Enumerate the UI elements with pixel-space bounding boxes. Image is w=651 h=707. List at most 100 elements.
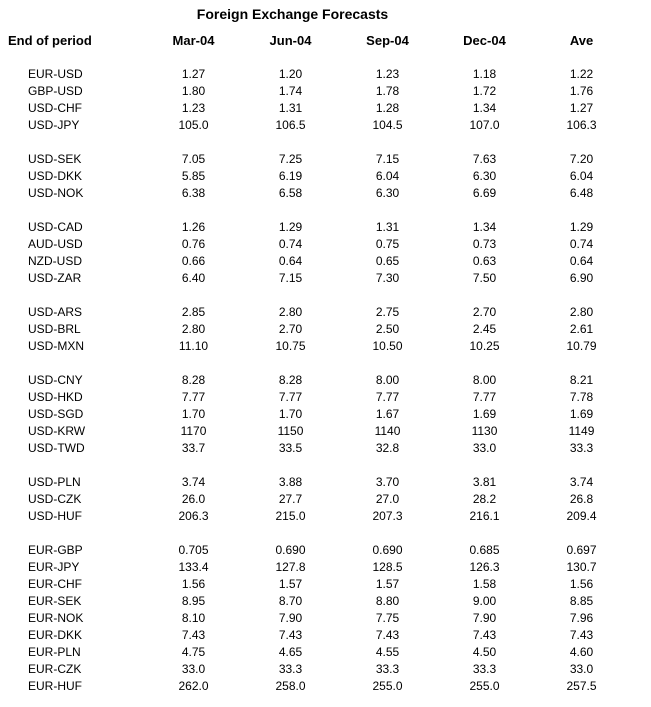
forecast-value: 6.38 (181, 186, 206, 200)
table-row: EUR-NOK 8.10 7.90 7.75 7.90 7.96 (0, 610, 630, 627)
forecast-value: 255.0 (469, 679, 500, 693)
currency-pair-label: EUR-PLN (28, 645, 81, 659)
forecast-value: 215.0 (275, 509, 306, 523)
forecast-value: 5.85 (181, 169, 206, 183)
currency-pair-label: USD-SGD (28, 407, 84, 421)
table-row: USD-JPY 105.0 106.5 104.5 107.0 106.3 (0, 117, 630, 134)
forecast-value: 0.685 (469, 543, 500, 557)
forecast-value: 1.76 (569, 84, 594, 98)
forecast-value: 33.0 (472, 441, 497, 455)
forecast-value: 1.56 (569, 577, 594, 591)
forecast-value: 1170 (180, 424, 207, 438)
currency-pair-label: USD-TWD (28, 441, 85, 455)
forecast-value: 133.4 (178, 560, 209, 574)
forecast-value: 33.0 (181, 662, 206, 676)
forecast-value: 2.85 (181, 305, 206, 319)
forecast-value: 8.10 (181, 611, 206, 625)
currency-pair-label: USD-ZAR (28, 271, 82, 285)
table-row: EUR-CZK 33.0 33.3 33.3 33.3 33.0 (0, 661, 630, 678)
forecast-value: 7.77 (278, 390, 303, 404)
forecast-value: 257.5 (566, 679, 597, 693)
table-row: EUR-USD 1.27 1.20 1.23 1.18 1.22 (0, 66, 630, 83)
currency-pair-label: USD-ARS (28, 305, 83, 319)
currency-pair-label: USD-DKK (28, 169, 83, 183)
currency-pair-label: USD-SEK (28, 152, 82, 166)
group-spacer (0, 202, 630, 219)
forecast-value: 207.3 (372, 509, 403, 523)
forecast-value: 2.50 (375, 322, 400, 336)
table-row: USD-TWD 33.7 33.5 32.8 33.0 33.3 (0, 440, 630, 457)
forecast-value: 7.77 (375, 390, 400, 404)
page-title: Foreign Exchange Forecasts (196, 6, 389, 22)
forecast-value: 6.69 (472, 186, 497, 200)
forecast-value: 2.75 (375, 305, 400, 319)
forecast-value: 10.50 (372, 339, 403, 353)
currency-pair-label: EUR-USD (28, 67, 83, 81)
forecast-value: 0.63 (472, 254, 497, 268)
forecast-value: 27.0 (375, 492, 400, 506)
forecast-value: 8.21 (569, 373, 594, 387)
table-row: USD-CZK 26.0 27.7 27.0 28.2 26.8 (0, 491, 630, 508)
forecast-value: 8.28 (181, 373, 206, 387)
forecast-value: 1.26 (181, 220, 206, 234)
table-row: USD-ARS 2.85 2.80 2.75 2.70 2.80 (0, 304, 630, 321)
forecast-value: 126.3 (469, 560, 500, 574)
forecast-value: 0.690 (372, 543, 403, 557)
forecast-value: 6.40 (181, 271, 206, 285)
forecast-value: 32.8 (375, 441, 400, 455)
forecast-value: 7.90 (472, 611, 497, 625)
currency-pair-label: USD-NOK (28, 186, 84, 200)
forecast-value: 8.85 (569, 594, 594, 608)
table-row: USD-NOK 6.38 6.58 6.30 6.69 6.48 (0, 185, 630, 202)
forecast-value: 1.69 (569, 407, 594, 421)
forecast-value: 6.30 (472, 169, 497, 183)
column-header-sep-04: Sep-04 (366, 33, 409, 48)
forecast-value: 7.75 (375, 611, 400, 625)
table-row: EUR-GBP 0.705 0.690 0.690 0.685 0.697 (0, 542, 630, 559)
forecast-value: 7.20 (569, 152, 594, 166)
currency-pair-label: EUR-CZK (28, 662, 82, 676)
forecast-value: 258.0 (275, 679, 306, 693)
currency-pair-label: USD-CNY (28, 373, 83, 387)
table-row: USD-KRW 1170 1150 1140 1130 1149 (0, 423, 630, 440)
forecast-value: 0.73 (472, 237, 497, 251)
forecast-value: 33.0 (569, 662, 594, 676)
group-spacer (0, 355, 630, 372)
forecast-value: 1.23 (375, 67, 400, 81)
forecast-value: 206.3 (178, 509, 209, 523)
currency-pair-label: USD-CZK (28, 492, 82, 506)
forecast-value: 27.7 (278, 492, 303, 506)
forecast-value: 7.43 (375, 628, 400, 642)
forecast-value: 28.2 (472, 492, 497, 506)
forecast-value: 8.00 (472, 373, 497, 387)
forecast-value: 8.00 (375, 373, 400, 387)
group-spacer (0, 134, 630, 151)
forecast-value: 1.72 (472, 84, 497, 98)
column-header-end-of-period: End of period (8, 33, 92, 48)
forecast-value: 26.8 (569, 492, 594, 506)
forecast-value: 33.3 (472, 662, 497, 676)
forecast-value: 10.75 (275, 339, 306, 353)
forecast-value: 33.3 (375, 662, 400, 676)
forecast-value: 8.80 (375, 594, 400, 608)
forecast-value: 1.70 (181, 407, 206, 421)
forecast-value: 1.57 (278, 577, 303, 591)
forecast-value: 1.80 (181, 84, 206, 98)
table-row: EUR-SEK 8.95 8.70 8.80 9.00 8.85 (0, 593, 630, 610)
currency-pair-label: USD-CAD (28, 220, 83, 234)
forecast-value: 6.04 (375, 169, 400, 183)
forecast-value: 128.5 (372, 560, 403, 574)
forecast-value: 1130 (471, 424, 498, 438)
table-row: USD-CAD 1.26 1.29 1.31 1.34 1.29 (0, 219, 630, 236)
forecast-value: 1.74 (278, 84, 303, 98)
table-row: USD-BRL 2.80 2.70 2.50 2.45 2.61 (0, 321, 630, 338)
forecast-value: 4.55 (375, 645, 400, 659)
group-spacer (0, 49, 630, 66)
forecast-value: 6.04 (569, 169, 594, 183)
forecast-value: 1.27 (569, 101, 594, 115)
forecast-value: 7.25 (278, 152, 303, 166)
forecast-value: 10.79 (566, 339, 597, 353)
forecast-value: 1.29 (569, 220, 594, 234)
forecast-value: 105.0 (178, 118, 209, 132)
table-row: EUR-JPY 133.4 127.8 128.5 126.3 130.7 (0, 559, 630, 576)
